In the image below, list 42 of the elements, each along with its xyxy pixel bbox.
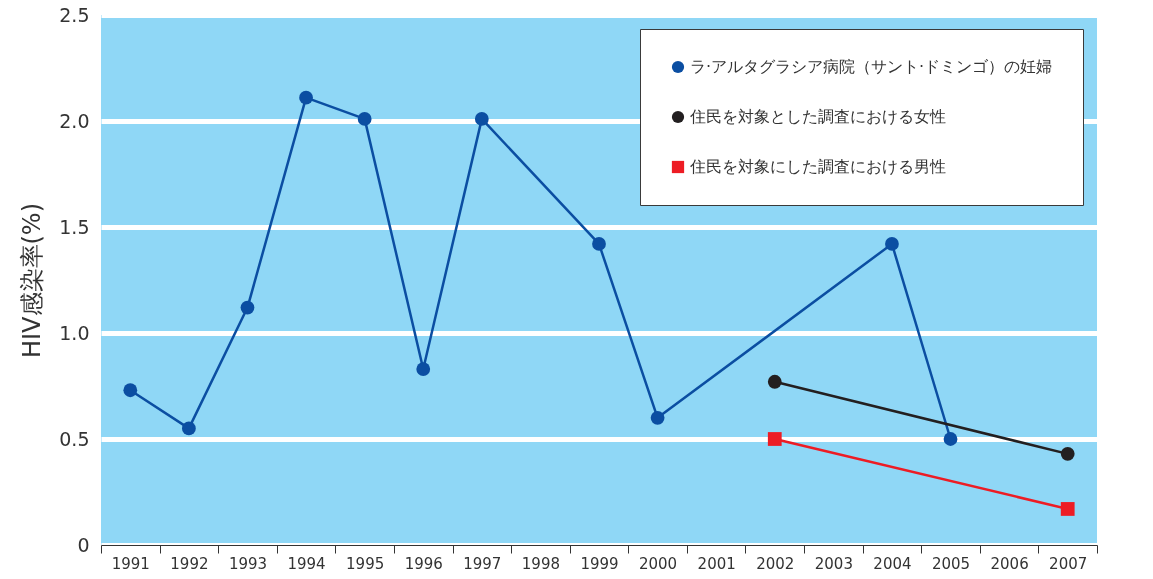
x-tick-label: 1992 xyxy=(170,554,209,573)
point xyxy=(1060,502,1075,516)
y-tick-label: 2.0 xyxy=(59,109,90,132)
legend-label: ラ·アルタグラシア病院（サント·ドミンゴ）の妊婦 xyxy=(690,57,1053,76)
x-tick-label: 1993 xyxy=(228,554,268,573)
point xyxy=(885,237,899,251)
point xyxy=(650,410,665,425)
x-tick-label: 2005 xyxy=(931,554,971,573)
point xyxy=(767,432,782,446)
point xyxy=(943,432,958,446)
legend-label: 住民を対象とした調査における女性 xyxy=(689,107,946,126)
point xyxy=(767,374,782,389)
y-axis-title: HIV感染率(%) xyxy=(18,202,47,359)
x-tick-label: 1995 xyxy=(346,554,385,573)
x-tick-label: 2004 xyxy=(873,554,912,573)
x-tick-label: 2001 xyxy=(697,554,736,573)
x-tick-label: 2007 xyxy=(1049,554,1088,573)
x-tick-label: 1997 xyxy=(463,554,502,573)
point xyxy=(592,237,606,251)
y-tick-label: 0 xyxy=(77,533,90,556)
legend-label: 住民を対象にした調査における男性 xyxy=(689,157,946,176)
x-tick-label: 1998 xyxy=(521,554,561,573)
x-tick-label: 1999 xyxy=(580,554,619,573)
point xyxy=(299,90,313,105)
x-tick-label: 2002 xyxy=(756,554,795,573)
y-tick-label: 1.5 xyxy=(59,215,90,238)
x-tick-label: 1991 xyxy=(111,554,150,573)
x-tick-label: 2003 xyxy=(814,554,853,573)
y-tick-label: 0.5 xyxy=(59,427,90,450)
point xyxy=(416,362,431,376)
point xyxy=(357,112,372,126)
y-tick-label: 2.5 xyxy=(59,3,90,26)
x-tick-label: 2006 xyxy=(990,554,1029,573)
point xyxy=(181,421,196,436)
point xyxy=(123,383,138,398)
point xyxy=(1060,446,1075,461)
x-tick-label: 1994 xyxy=(287,554,326,573)
x-tick-label: 1996 xyxy=(404,554,443,573)
point xyxy=(240,300,255,315)
x-tick-label: 2000 xyxy=(638,554,678,573)
point xyxy=(474,112,489,126)
y-tick-label: 1.0 xyxy=(59,321,90,344)
